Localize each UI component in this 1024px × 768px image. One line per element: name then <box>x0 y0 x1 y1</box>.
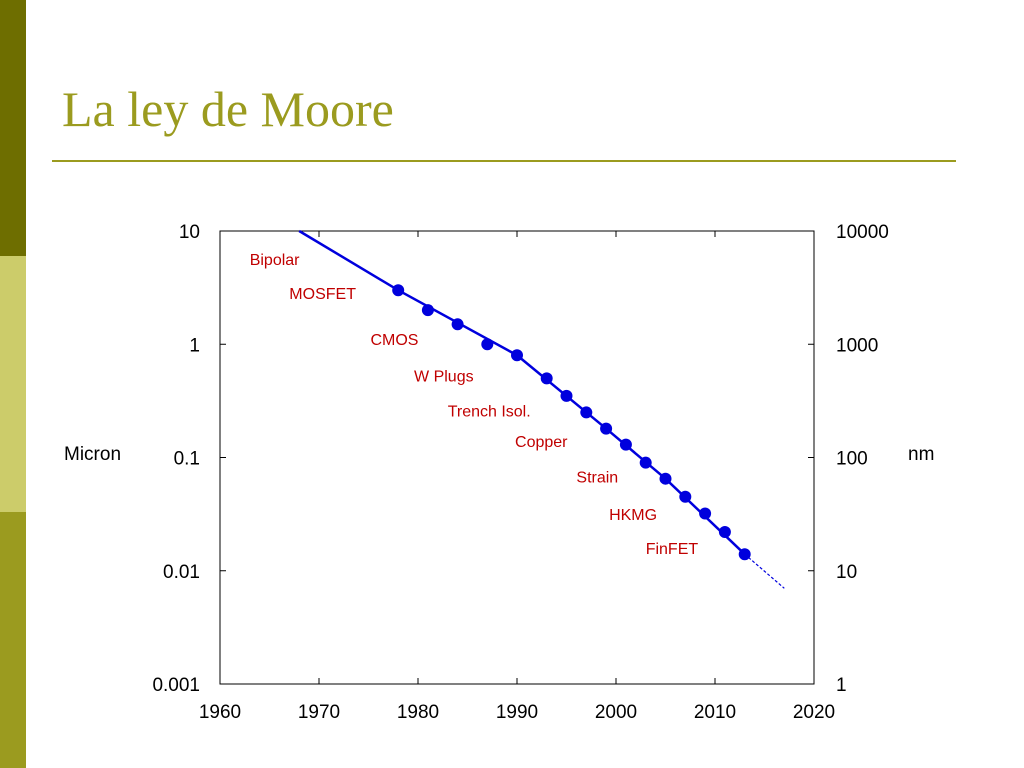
technology-label: HKMG <box>609 507 657 524</box>
x-tick-label: 1990 <box>496 702 538 723</box>
data-point <box>560 389 573 402</box>
y-tick-label-right: 1 <box>836 675 847 696</box>
technology-label: FinFET <box>646 541 699 558</box>
sidebar-segment-dark <box>0 0 26 256</box>
data-point <box>511 349 523 362</box>
y-tick-label-left: 10 <box>179 222 200 243</box>
x-tick-label: 1960 <box>199 702 241 723</box>
x-tick-label: 1970 <box>298 702 340 723</box>
y-tick-label-left: 0.1 <box>174 449 200 470</box>
axis-ticks <box>219 230 815 685</box>
data-points-group <box>392 284 751 561</box>
technology-label: MOSFET <box>289 286 356 303</box>
data-point <box>738 548 751 561</box>
data-point <box>392 284 405 297</box>
technology-label: CMOS <box>370 332 418 349</box>
title-underline <box>52 160 956 162</box>
x-tick-label: 1980 <box>397 702 439 723</box>
y-axis-label-left: Micron <box>64 444 121 465</box>
technology-label: Copper <box>515 434 568 451</box>
data-point <box>679 490 692 503</box>
data-point <box>540 372 553 385</box>
data-point <box>699 507 712 520</box>
x-tick-label: 2000 <box>595 702 637 723</box>
x-tick-label: 2010 <box>694 702 736 723</box>
data-point <box>659 472 672 485</box>
y-tick-label-right: 1000 <box>836 335 878 356</box>
y-tick-label-left: 0.001 <box>152 675 200 696</box>
data-point <box>451 318 464 331</box>
y-tick-label-right: 100 <box>836 449 868 470</box>
data-point <box>580 406 593 419</box>
y-tick-label-left: 1 <box>189 335 200 356</box>
sidebar-segment-mid <box>0 512 26 768</box>
sidebar-decoration <box>0 0 26 768</box>
y-tick-label-left: 0.01 <box>163 562 200 583</box>
data-point <box>718 525 731 538</box>
y-tick-label-right: 10000 <box>836 222 889 243</box>
technology-label: W Plugs <box>414 368 474 385</box>
data-point <box>619 438 632 451</box>
sidebar-segment-light <box>0 256 26 512</box>
technology-label: Bipolar <box>250 252 300 269</box>
data-point <box>639 456 652 469</box>
slide-title: La ley de Moore <box>62 81 394 137</box>
data-point <box>481 338 494 351</box>
technology-label: Trench Isol. <box>448 404 531 421</box>
trend-line-group <box>298 229 785 589</box>
trend-line-extrapolated <box>744 553 785 589</box>
data-point <box>600 422 613 435</box>
data-point <box>421 304 434 317</box>
technology-annotations: Bipolar MOSFET CMOS W Plugs Trench Isol. Copp… <box>250 252 699 558</box>
y-axis-label-right: nm <box>908 444 934 465</box>
x-tick-label: 2020 <box>793 702 835 723</box>
y-tick-label-right: 10 <box>836 562 857 583</box>
trend-line <box>298 229 746 556</box>
technology-label: Strain <box>576 470 618 487</box>
